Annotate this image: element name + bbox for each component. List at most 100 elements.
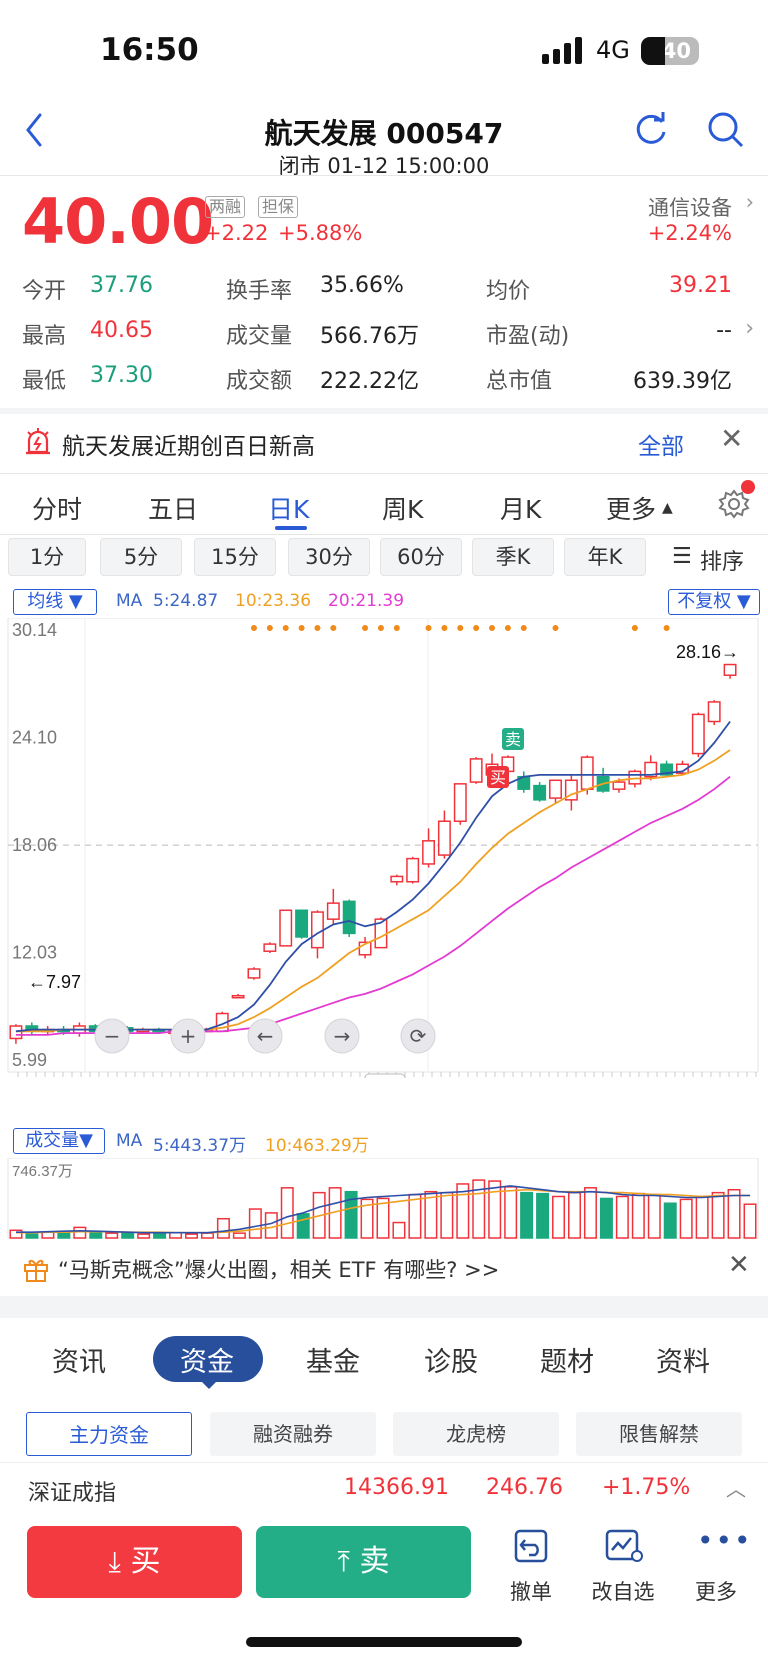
candle-body xyxy=(342,900,356,935)
stat-label: 换手率 xyxy=(226,279,293,304)
tab-more[interactable]: 更多 xyxy=(606,495,657,524)
edit-watchlist-icon xyxy=(605,1529,643,1562)
buy-arrow-icon: ⤓ xyxy=(108,1545,121,1578)
refresh-icon[interactable] xyxy=(632,110,670,148)
signal-dot xyxy=(298,625,305,631)
volume-bar xyxy=(360,1198,374,1239)
chip-year-k[interactable]: 年K xyxy=(564,538,646,576)
tab-daily-k[interactable]: 日K xyxy=(268,495,310,524)
close-icon[interactable]: ✕ xyxy=(728,1250,750,1280)
status-bar: 16:50 4G 40 xyxy=(0,0,768,100)
tab-capital[interactable]: 资金 xyxy=(180,1347,234,1378)
signal-dot xyxy=(520,625,527,631)
subtab-margin[interactable]: 融资融券 xyxy=(210,1412,376,1456)
volume-bar xyxy=(647,1193,661,1239)
chip-30min[interactable]: 30分 xyxy=(288,538,370,576)
cancel-order-button[interactable]: 撤单 xyxy=(510,1580,552,1604)
buy-label: 买 xyxy=(130,1544,161,1579)
candle-body xyxy=(406,857,420,883)
back-icon[interactable] xyxy=(22,112,46,148)
volume-max-label: 746.37万 xyxy=(12,1163,73,1180)
volume-bar xyxy=(536,1192,550,1239)
sort-icon[interactable]: ☰ xyxy=(672,544,692,569)
tab-monthly-k[interactable]: 月K xyxy=(500,495,542,524)
price-change: +2.22 xyxy=(204,221,269,245)
zoom-in-icon[interactable]: + xyxy=(180,1024,197,1048)
stat-open: 37.76 xyxy=(90,273,153,298)
ma10-value: 10:23.36 xyxy=(235,591,312,611)
tab-news[interactable]: 资讯 xyxy=(52,1347,106,1378)
subtab-unlock[interactable]: 限售解禁 xyxy=(576,1412,742,1456)
volume-dropdown[interactable]: 成交量▼ xyxy=(13,1128,105,1154)
volume-bar xyxy=(296,1213,310,1239)
gift-icon xyxy=(24,1259,48,1282)
close-icon[interactable]: ✕ xyxy=(720,422,744,455)
ma20-value: 20:21.39 xyxy=(328,591,405,611)
settings-icon[interactable] xyxy=(718,488,750,520)
zoom-out-icon[interactable]: − xyxy=(104,1024,121,1048)
vol-ma10-value: 10:463.29万 xyxy=(265,1136,369,1156)
pan-right-icon[interactable]: → xyxy=(334,1024,351,1048)
volume-bar xyxy=(663,1202,677,1239)
sort-label[interactable]: 排序 xyxy=(700,550,745,575)
volume-bar xyxy=(679,1198,693,1239)
promo-banner[interactable]: “马斯克概念”爆火出圈，相关 ETF 有哪些? >> ✕ xyxy=(0,1242,768,1294)
battery-icon: 40 xyxy=(641,37,699,65)
tab-profile[interactable]: 资料 xyxy=(656,1347,710,1378)
edit-watchlist-button[interactable]: 改自选 xyxy=(591,1580,655,1604)
notice-all-link[interactable]: 全部 xyxy=(638,434,684,460)
more-button[interactable]: 更多 xyxy=(695,1580,737,1604)
promo-text: “马斯克概念”爆火出圈，相关 ETF 有哪些? >> xyxy=(58,1258,500,1282)
volume-bar xyxy=(105,1232,119,1239)
chevron-up-icon[interactable]: ︿ xyxy=(726,1477,746,1501)
ma-dropdown[interactable]: 均线 ▼ xyxy=(13,589,97,615)
search-icon[interactable] xyxy=(706,110,746,150)
stat-label: 成交量 xyxy=(226,324,293,349)
y-tick-label: 18.06 xyxy=(12,835,57,855)
volume-bar xyxy=(711,1191,725,1239)
signal-dot xyxy=(552,625,559,631)
volume-bar xyxy=(376,1197,390,1239)
subtab-dragon-tiger[interactable]: 龙虎榜 xyxy=(393,1412,559,1456)
sector-name[interactable]: 通信设备 xyxy=(648,196,732,220)
tab-5day[interactable]: 五日 xyxy=(148,495,199,524)
content-tabs: 资讯 资金 基金 诊股 题材 资料 xyxy=(0,1320,768,1390)
stock-title: 航天发展 000547 xyxy=(264,117,504,150)
candlestick-chart[interactable]: 30.14 24.10 18.06 12.03 5.99 28.16→ ←7.97 卖买 − + ←… xyxy=(0,618,768,1078)
buy-button[interactable]: ⤓ 买 xyxy=(27,1526,242,1598)
new-high-notice[interactable]: 航天发展近期创百日新高 全部 ✕ xyxy=(0,412,768,472)
signal-dot xyxy=(330,625,337,631)
signal-dot xyxy=(362,625,369,631)
signal-dot xyxy=(663,625,670,631)
tab-diagnosis[interactable]: 诊股 xyxy=(424,1347,478,1378)
chevron-right-icon[interactable]: › xyxy=(745,316,754,341)
volume-bar xyxy=(344,1190,358,1239)
tab-weekly-k[interactable]: 周K xyxy=(382,495,424,524)
volume-bar xyxy=(408,1193,422,1239)
nav-header: 航天发展 000547 闭市 01-12 15:00:00 xyxy=(0,100,768,178)
chip-5min[interactable]: 5分 xyxy=(100,538,182,576)
candle-body xyxy=(247,968,261,979)
subtab-main-capital[interactable]: 主力资金 xyxy=(26,1412,192,1456)
volume-bar xyxy=(631,1192,645,1239)
sell-button[interactable]: ⤒ 卖 xyxy=(256,1526,471,1598)
chip-15min[interactable]: 15分 xyxy=(194,538,276,576)
chip-60min[interactable]: 60分 xyxy=(380,538,462,576)
last-price: 40.00 xyxy=(22,185,214,258)
rotate-icon[interactable]: ⟳ xyxy=(410,1024,427,1048)
pan-left-icon-bg xyxy=(247,1018,283,1054)
more-dots-icon: ••• xyxy=(697,1524,753,1557)
volume-bar xyxy=(185,1233,199,1239)
volume-bar xyxy=(137,1233,151,1239)
stat-label: 今开 xyxy=(22,279,67,304)
index-ticker[interactable]: 深证成指 14366.91 246.76 +1.75% ︿ xyxy=(0,1462,768,1512)
chip-1min[interactable]: 1分 xyxy=(8,538,86,576)
candle-body xyxy=(549,779,562,799)
pan-left-icon[interactable]: ← xyxy=(257,1024,274,1048)
tab-intraday[interactable]: 分时 xyxy=(32,495,83,524)
chip-quarter-k[interactable]: 季K xyxy=(472,538,554,576)
adjust-dropdown[interactable]: 不复权 ▼ xyxy=(668,589,760,615)
volume-ma5-line xyxy=(16,1185,750,1234)
tab-fund[interactable]: 基金 xyxy=(306,1347,360,1378)
tab-theme[interactable]: 题材 xyxy=(540,1347,594,1378)
